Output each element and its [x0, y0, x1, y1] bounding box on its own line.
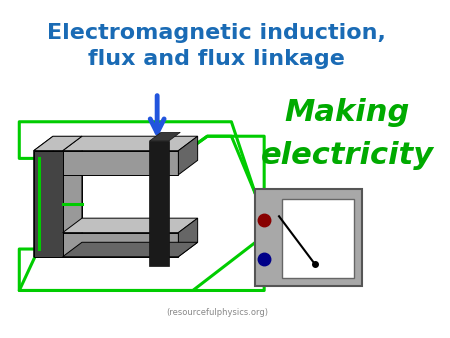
Polygon shape — [63, 218, 198, 233]
Polygon shape — [149, 132, 180, 141]
Polygon shape — [63, 233, 178, 257]
Polygon shape — [34, 136, 53, 257]
Polygon shape — [63, 151, 178, 175]
Text: Electromagnetic induction,: Electromagnetic induction, — [48, 23, 387, 43]
FancyBboxPatch shape — [283, 199, 354, 278]
Polygon shape — [34, 151, 63, 257]
Polygon shape — [34, 136, 82, 151]
Polygon shape — [53, 136, 82, 242]
Polygon shape — [63, 136, 198, 151]
Polygon shape — [63, 242, 198, 257]
Text: Making: Making — [284, 98, 410, 127]
Polygon shape — [149, 141, 169, 266]
Polygon shape — [178, 136, 198, 175]
Text: flux and flux linkage: flux and flux linkage — [89, 49, 345, 69]
FancyBboxPatch shape — [256, 189, 361, 286]
Polygon shape — [63, 136, 82, 257]
Polygon shape — [178, 218, 198, 257]
Text: (resourcefulphysics.org): (resourcefulphysics.org) — [166, 308, 268, 317]
Text: electricity: electricity — [261, 141, 434, 170]
